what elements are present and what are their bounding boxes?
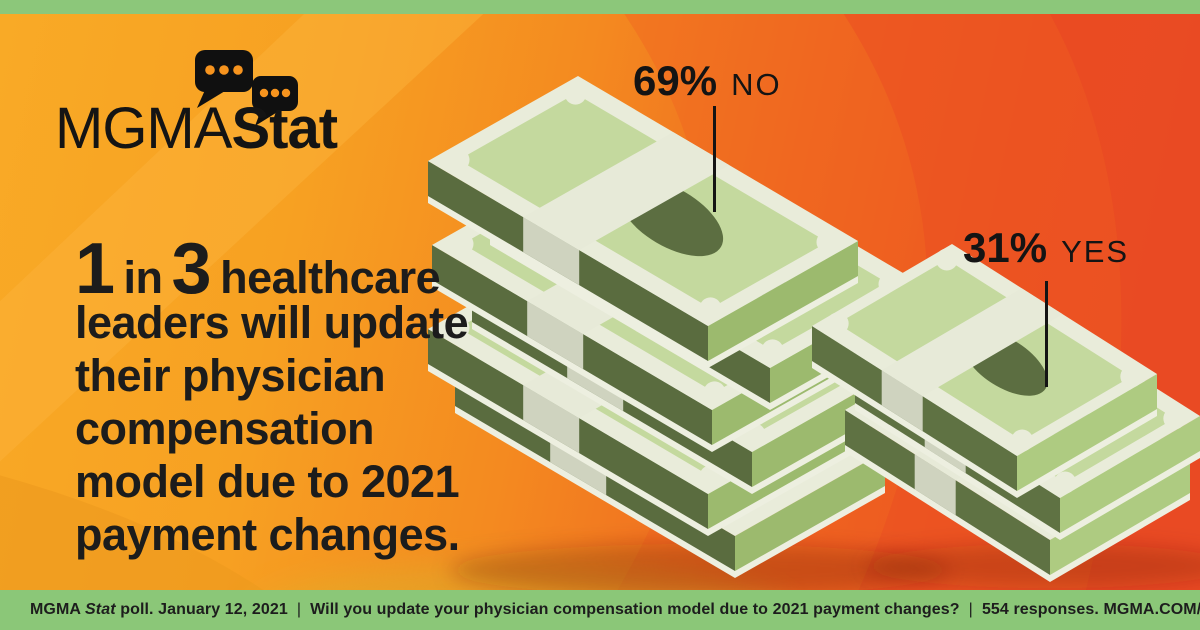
footer-brand-stat: Stat <box>85 601 116 618</box>
footer-brand: MGMA <box>30 601 81 618</box>
no-answer-text: NO <box>731 67 782 102</box>
logo-text-stat: Stat <box>231 96 338 161</box>
footer-text: MGMA Stat poll. January 12, 2021 | Will yo… <box>30 601 1200 619</box>
logo-text: MGMAStat <box>55 100 338 158</box>
headline-line-5: model due to 2021 <box>75 456 460 507</box>
footer-question: Will you update your physician compensat… <box>310 601 960 618</box>
footer-bar: MGMA Stat poll. January 12, 2021 | Will yo… <box>0 590 1200 630</box>
footer-responses: 554 responses. MGMA.COM/STAT, #MGMASTAT <box>981 601 1200 618</box>
result-no-label: 69% NO <box>633 57 782 105</box>
pointer-line-yes <box>1045 281 1048 387</box>
yes-percentage: 31% <box>963 224 1048 271</box>
footer-separator: | <box>296 601 302 618</box>
footer-separator: | <box>968 601 973 618</box>
top-green-strip <box>0 0 1200 14</box>
pointer-line-no <box>713 106 716 212</box>
mgma-stat-logo: MGMAStat <box>55 48 435 178</box>
yes-answer-text: YES <box>1061 234 1130 269</box>
headline-line-4: compensation <box>75 403 375 454</box>
result-yes-label: 31% YES <box>963 224 1129 272</box>
headline-line-3: their physician <box>75 350 386 401</box>
headline: 1 in 3 healthcare leaders will update their… <box>75 233 575 561</box>
headline-line-2: leaders will update <box>75 297 469 348</box>
footer-poll-date: poll. January 12, 2021 <box>120 601 288 618</box>
headline-line-1: 1 in 3 healthcare <box>75 233 575 305</box>
no-percentage: 69% <box>633 57 718 104</box>
headline-line-6: payment changes. <box>75 509 460 560</box>
logo-text-mgma: MGMA <box>55 96 232 161</box>
